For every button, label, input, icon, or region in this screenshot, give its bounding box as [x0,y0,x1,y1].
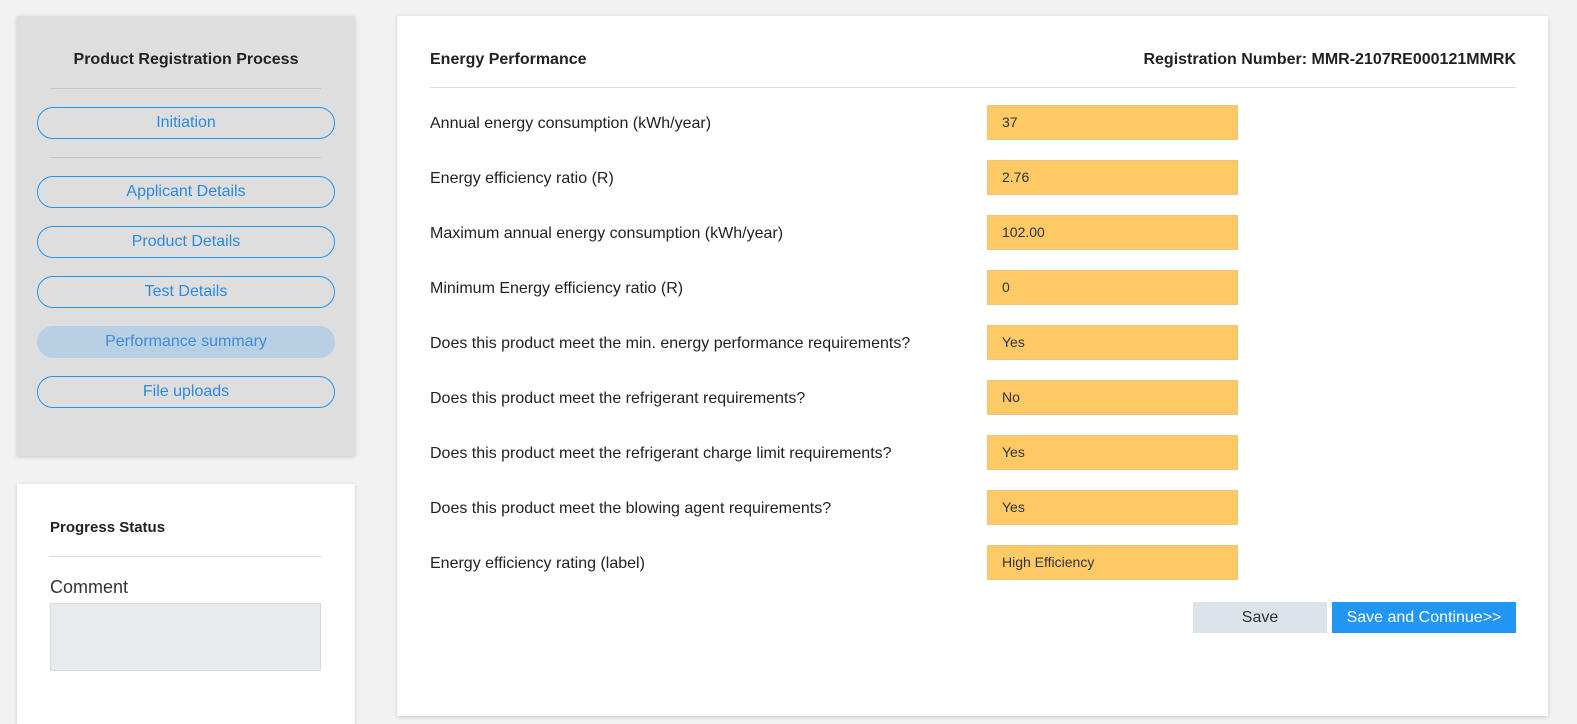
step-product-details[interactable]: Product Details [37,226,335,258]
energy-performance-panel: Energy Performance Registration Number: … [397,16,1548,716]
table-row: Does this product meet the blowing agent… [430,490,1516,545]
step-file-uploads[interactable]: File uploads [37,376,335,408]
registration-process-panel: Product Registration Process Initiation … [17,16,355,456]
save-button[interactable]: Save [1193,602,1327,633]
divider [51,157,321,158]
table-row: Energy efficiency ratio (R) 2.76 [430,160,1516,215]
row-label: Energy efficiency rating (label) [430,555,645,572]
row-value-field[interactable]: 102.00 [987,215,1238,250]
comment-box[interactable] [50,603,321,671]
step-performance-summary[interactable]: Performance summary [37,326,335,358]
table-row: Maximum annual energy consumption (kWh/y… [430,215,1516,270]
row-label: Annual energy consumption (kWh/year) [430,115,712,132]
step-test-details[interactable]: Test Details [37,276,335,308]
progress-status-panel: Progress Status Comment [17,484,355,724]
row-label: Energy efficiency ratio (R) [430,170,614,187]
row-label: Does this product meet the refrigerant r… [430,390,806,407]
divider [50,556,322,557]
table-row: Does this product meet the min. energy p… [430,325,1516,380]
progress-title: Progress Status [50,519,166,536]
table-row: Does this product meet the refrigerant c… [430,435,1516,490]
step-applicant-details[interactable]: Applicant Details [37,176,335,208]
row-label: Does this product meet the min. energy p… [430,335,911,352]
row-label: Minimum Energy efficiency ratio (R) [430,280,684,297]
row-value-field[interactable]: No [987,380,1238,415]
table-row: Annual energy consumption (kWh/year) 37 [430,105,1516,160]
form-actions: Save Save and Continue>> [1193,602,1516,633]
process-title: Product Registration Process [73,51,299,68]
table-row: Does this product meet the refrigerant r… [430,380,1516,435]
row-label: Does this product meet the refrigerant c… [430,445,892,462]
table-row: Energy efficiency rating (label) High Ef… [430,545,1516,600]
row-value-field[interactable]: 37 [987,105,1238,140]
row-label: Does this product meet the blowing agent… [430,500,832,517]
row-value-field[interactable]: Yes [987,325,1238,360]
registration-number: Registration Number: MMR-2107RE000121MMR… [1143,51,1516,68]
row-value-field[interactable]: High Efficiency [987,545,1238,580]
table-row: Minimum Energy efficiency ratio (R) 0 [430,270,1516,325]
row-value-field[interactable]: 2.76 [987,160,1238,195]
row-value-field[interactable]: 0 [987,270,1238,305]
row-label: Maximum annual energy consumption (kWh/y… [430,225,784,242]
row-value-field[interactable]: Yes [987,435,1238,470]
save-and-continue-button[interactable]: Save and Continue>> [1332,602,1516,633]
left-column: Product Registration Process Initiation … [17,16,355,724]
performance-rows: Annual energy consumption (kWh/year) 37 … [430,105,1516,600]
step-initiation[interactable]: Initiation [37,107,335,139]
comment-label: Comment [50,577,129,597]
page-title: Energy Performance [430,51,587,68]
panel-header: Energy Performance Registration Number: … [430,16,1516,88]
divider [51,88,321,89]
row-value-field[interactable]: Yes [987,490,1238,525]
